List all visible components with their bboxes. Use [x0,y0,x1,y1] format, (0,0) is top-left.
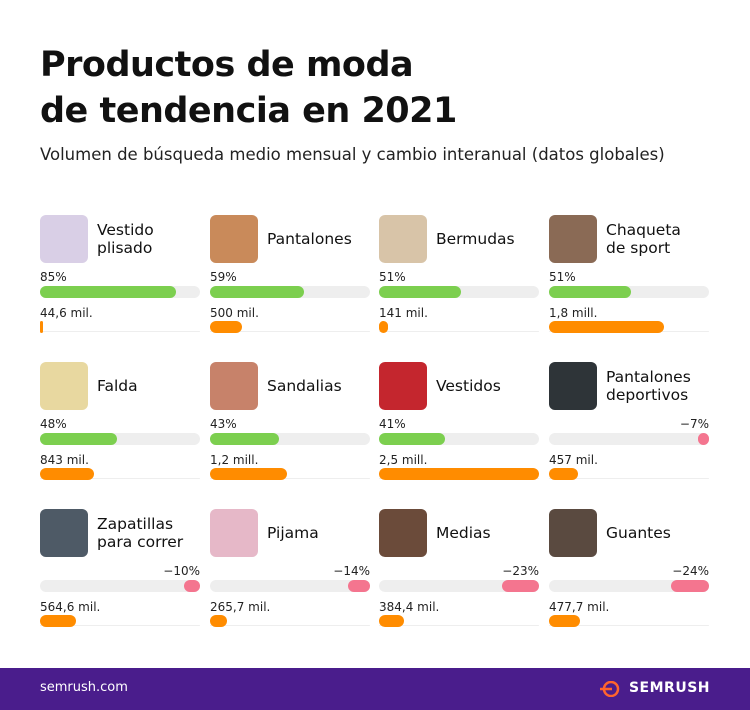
product-name: Falda [97,377,138,395]
volume-bar [210,321,242,333]
thumbnail [379,362,427,410]
volume-bar [40,321,43,333]
volume-track [40,478,200,479]
change-bar [184,580,200,592]
product-name: Chaqueta de sport [606,221,681,257]
volume-track [379,625,539,626]
volume-label: 2,5 mill. [379,453,428,467]
change-bar [40,286,176,298]
volume-bar [210,468,287,480]
volume-track [379,331,539,332]
footer: semrush.com SEMRUSH [0,668,750,710]
change-label: −10% [163,564,200,578]
thumbnail [549,362,597,410]
change-label: −14% [333,564,370,578]
change-label: −24% [672,564,709,578]
volume-bar [210,615,227,627]
volume-label: 265,7 mil. [210,600,271,614]
change-track [549,580,709,592]
volume-label: 457 mil. [549,453,598,467]
thumbnail [40,362,88,410]
thumbnail [379,509,427,557]
change-bar [210,286,305,298]
volume-track [210,478,370,479]
product-name: Zapatillas para correr [97,515,184,551]
change-bar [347,580,370,592]
volume-label: 1,8 mill. [549,306,598,320]
volume-label: 1,2 mill. [210,453,259,467]
volume-bar [379,615,404,627]
thumbnail [210,362,258,410]
volume-bar [40,615,77,627]
change-track [549,433,709,445]
thumbnail [210,509,258,557]
change-track [40,580,200,592]
volume-label: 500 mil. [210,306,259,320]
change-bar [697,433,709,445]
footer-site: semrush.com [40,680,128,695]
volume-label: 843 mil. [40,453,89,467]
change-bar [670,580,709,592]
change-bar [379,433,445,445]
thumbnail [40,509,88,557]
change-label: −23% [502,564,539,578]
volume-label: 477,7 mil. [549,600,610,614]
change-label: −7% [679,417,709,431]
product-name: Pantalones [267,230,352,248]
title: Productos de moda de tendencia en 2021 [40,45,457,131]
volume-track [210,625,370,626]
product-name: Medias [436,524,491,542]
volume-bar [379,321,389,333]
volume-track [549,478,709,479]
subtitle: Volumen de búsqueda medio mensual y camb… [40,145,665,164]
thumbnail [549,509,597,557]
product-name: Guantes [606,524,671,542]
product-name: Pantalones deportivos [606,368,691,404]
change-track [210,580,370,592]
change-bar [210,433,279,445]
change-bar [549,286,631,298]
product-name: Pijama [267,524,319,542]
volume-bar [549,615,580,627]
thumbnail [549,215,597,263]
logo [600,681,620,697]
volume-track [40,331,200,332]
thumbnail [40,215,88,263]
product-name: Sandalias [267,377,342,395]
change-label: 51% [549,270,576,284]
volume-track [210,331,370,332]
thumbnail [379,215,427,263]
volume-bar [379,468,539,480]
volume-label: 564,6 mil. [40,600,101,614]
change-bar [379,286,461,298]
volume-bar [549,321,665,333]
change-label: 43% [210,417,237,431]
volume-track [549,625,709,626]
volume-track [40,625,200,626]
product-name: Vestido plisado [97,221,154,257]
volume-label: 141 mil. [379,306,428,320]
change-bar [40,433,117,445]
footer-brand: SEMRUSH [628,680,710,696]
change-label: 51% [379,270,406,284]
change-track [379,580,539,592]
volume-bar [549,468,579,480]
product-name: Bermudas [436,230,515,248]
change-label: 48% [40,417,67,431]
volume-bar [40,468,94,480]
volume-label: 384,4 mil. [379,600,440,614]
thumbnail [210,215,258,263]
change-label: 85% [40,270,67,284]
product-name: Vestidos [436,377,501,395]
change-bar [502,580,539,592]
volume-label: 44,6 mil. [40,306,93,320]
change-label: 59% [210,270,237,284]
change-label: 41% [379,417,406,431]
